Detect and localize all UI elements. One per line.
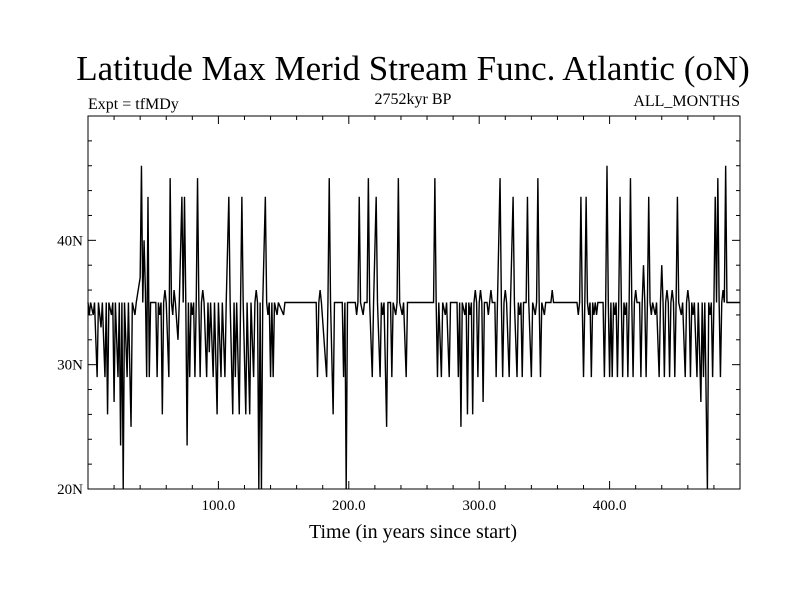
y-tick-label: 30N [57,358,83,374]
x-tick-label: 200.0 [332,498,366,514]
months-label: ALL_MONTHS [633,93,740,110]
plot-area: 20N 30N 40N 100.0 200.0 300.0 400.0 [57,115,741,514]
period-label: 2752kyr BP [375,91,452,108]
x-axis-label: Time (in years since start) [309,521,517,543]
x-tick-label: 400.0 [593,498,627,514]
x-tick-label: 100.0 [202,498,236,514]
chart-title: Latitude Max Merid Stream Func. Atlantic… [76,49,750,88]
y-tick-label: 20N [57,482,83,498]
x-tick-label: 300.0 [462,498,496,514]
series-line [87,165,740,490]
y-tick-label: 40N [57,233,83,249]
experiment-label: Expt = tfMDy [88,96,179,113]
